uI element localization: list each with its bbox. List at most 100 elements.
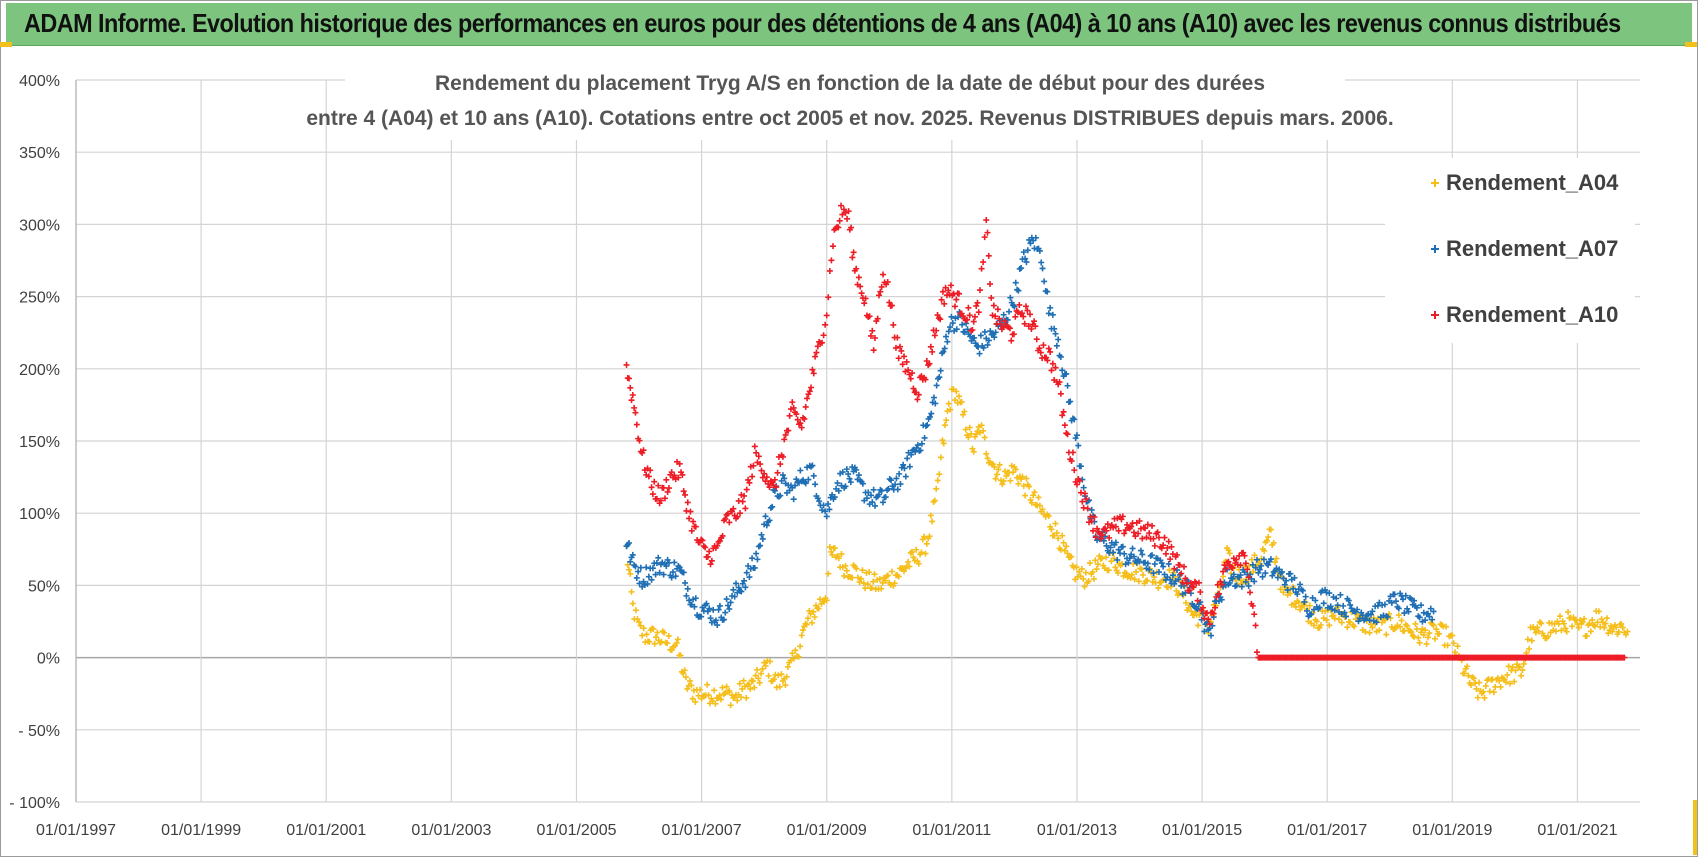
data-point bbox=[731, 593, 738, 600]
data-point bbox=[749, 473, 756, 480]
data-point bbox=[686, 597, 693, 604]
data-point bbox=[1057, 390, 1064, 397]
data-point bbox=[869, 327, 876, 334]
data-point bbox=[1195, 579, 1202, 586]
data-point bbox=[715, 606, 722, 613]
data-point bbox=[1226, 579, 1233, 586]
data-point bbox=[937, 316, 944, 323]
data-point bbox=[1297, 606, 1304, 613]
data-point bbox=[808, 384, 815, 391]
data-point bbox=[1028, 325, 1035, 332]
data-point bbox=[1283, 577, 1290, 584]
data-point bbox=[1053, 529, 1060, 536]
data-point bbox=[1036, 502, 1043, 509]
series-Rendement_A07 bbox=[623, 234, 1437, 639]
data-point bbox=[983, 450, 990, 457]
data-point bbox=[643, 631, 650, 638]
data-point bbox=[719, 532, 726, 539]
data-point bbox=[1408, 629, 1415, 636]
data-point bbox=[655, 482, 662, 489]
data-point bbox=[743, 486, 750, 493]
data-point bbox=[820, 502, 827, 509]
data-point bbox=[1056, 379, 1063, 386]
data-point bbox=[782, 431, 789, 438]
data-point bbox=[1504, 671, 1511, 678]
data-point bbox=[1045, 310, 1052, 317]
data-point bbox=[1362, 615, 1369, 622]
data-point bbox=[1139, 535, 1146, 542]
data-point bbox=[868, 584, 875, 591]
data-point bbox=[953, 388, 960, 395]
data-point bbox=[939, 288, 946, 295]
x-tick-label: 01/01/2011 bbox=[912, 822, 991, 839]
data-point bbox=[736, 680, 743, 687]
data-point bbox=[759, 665, 766, 672]
data-point bbox=[965, 304, 972, 311]
data-point bbox=[627, 558, 634, 565]
data-point bbox=[1449, 632, 1456, 639]
data-point bbox=[640, 578, 647, 585]
data-point bbox=[1007, 477, 1014, 484]
data-point bbox=[894, 334, 901, 341]
data-point bbox=[1362, 628, 1369, 635]
data-point bbox=[926, 360, 933, 367]
data-point bbox=[1535, 628, 1542, 635]
data-point bbox=[632, 563, 639, 570]
data-point bbox=[1012, 313, 1019, 320]
data-point bbox=[897, 343, 904, 350]
data-point bbox=[1424, 634, 1431, 641]
data-point bbox=[1139, 551, 1146, 558]
data-point bbox=[1562, 625, 1569, 632]
corner-marker-top-right bbox=[1685, 42, 1697, 47]
data-point bbox=[907, 375, 914, 382]
data-point bbox=[1161, 534, 1168, 541]
data-point bbox=[1055, 336, 1062, 343]
data-point bbox=[757, 461, 764, 468]
data-point bbox=[801, 415, 808, 422]
data-point bbox=[739, 498, 746, 505]
data-point bbox=[1090, 527, 1097, 534]
data-point bbox=[762, 513, 769, 520]
data-point bbox=[813, 349, 820, 356]
data-point bbox=[1126, 555, 1133, 562]
data-point bbox=[644, 580, 651, 587]
data-point bbox=[878, 283, 885, 290]
data-point bbox=[1411, 633, 1418, 640]
data-point bbox=[1031, 489, 1038, 496]
corner-marker-bottom-right bbox=[1693, 800, 1697, 855]
data-point bbox=[867, 492, 874, 499]
data-point bbox=[1304, 607, 1311, 614]
data-point bbox=[751, 564, 758, 571]
data-point bbox=[1418, 602, 1425, 609]
data-point bbox=[1511, 678, 1518, 685]
data-point bbox=[902, 473, 909, 480]
data-point bbox=[905, 558, 912, 565]
data-point bbox=[955, 290, 962, 297]
data-point bbox=[983, 217, 990, 224]
data-point bbox=[903, 358, 910, 365]
data-point bbox=[1490, 689, 1497, 696]
data-point bbox=[1344, 624, 1351, 631]
data-point bbox=[791, 482, 798, 489]
data-point bbox=[1413, 626, 1420, 633]
data-point bbox=[1136, 558, 1143, 565]
data-point bbox=[1083, 496, 1090, 503]
data-point bbox=[864, 581, 871, 588]
data-point bbox=[779, 453, 786, 460]
data-point bbox=[855, 274, 862, 281]
data-point bbox=[977, 332, 984, 339]
data-point bbox=[845, 471, 852, 478]
data-point bbox=[1125, 559, 1132, 566]
data-point bbox=[1048, 526, 1055, 533]
series-Rendement_A10 bbox=[623, 202, 1628, 661]
data-point bbox=[1018, 265, 1025, 272]
data-point bbox=[1151, 542, 1158, 549]
data-point bbox=[976, 429, 983, 436]
data-point bbox=[1393, 598, 1400, 605]
data-point bbox=[1086, 560, 1093, 567]
data-point bbox=[831, 494, 838, 501]
data-point bbox=[1082, 569, 1089, 576]
data-point bbox=[1310, 622, 1317, 629]
data-point bbox=[1340, 602, 1347, 609]
data-point bbox=[674, 636, 681, 643]
